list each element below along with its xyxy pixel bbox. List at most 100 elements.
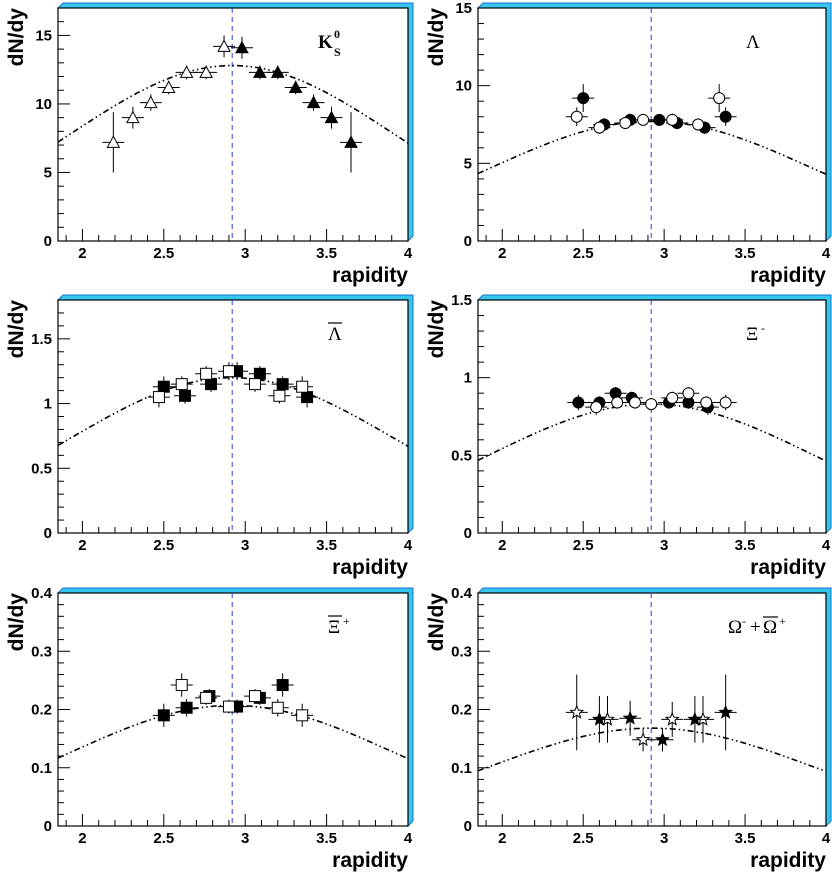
x-tick-label: 2.5 (153, 245, 174, 262)
y-axis-title: dN/dy (425, 300, 448, 359)
data-point (687, 118, 710, 131)
y-tick-label: 0.2 (31, 702, 52, 719)
data-point (651, 728, 674, 752)
series-circle-open (585, 386, 737, 415)
circle-marker (719, 396, 732, 409)
data-point (147, 386, 170, 408)
square-marker (296, 380, 309, 393)
y-tick-label: 0.5 (451, 447, 472, 464)
triangle-marker (324, 110, 339, 124)
star-marker (654, 731, 670, 747)
particle-label: Ξ- (746, 321, 765, 345)
particle-superscript: - (761, 321, 765, 335)
plot-frame (477, 592, 827, 827)
data-point (271, 673, 294, 697)
series-square-open (170, 673, 314, 727)
x-tick-label: 2 (78, 830, 86, 847)
data-point (632, 728, 655, 752)
particle-symbol-2: Ω (763, 617, 777, 638)
circle-marker (637, 113, 650, 126)
data-point (565, 674, 588, 751)
data-point (243, 689, 266, 704)
triangle-marker (143, 95, 158, 109)
square-marker (205, 378, 218, 391)
series-star-filled (588, 674, 737, 752)
y-tick-label: 0 (464, 818, 472, 835)
series-circle-open (565, 84, 731, 134)
triangle-marker (344, 135, 358, 148)
data-point (266, 65, 289, 80)
circle-marker (572, 396, 585, 409)
y-tick-label: 0 (464, 233, 472, 250)
particle-symbol: Λ (328, 324, 342, 345)
data-point (572, 84, 595, 113)
star-marker (635, 731, 651, 747)
square-marker (178, 389, 191, 402)
x-tick-label: 2.5 (573, 537, 594, 554)
square-marker (157, 709, 170, 722)
x-tick-label: 2 (498, 537, 506, 554)
data-point (243, 376, 266, 392)
particle-symbol: Ξ (328, 617, 340, 638)
data-point (170, 376, 193, 392)
y-axis-title: dN/dy (5, 300, 28, 359)
circle-marker (619, 116, 632, 129)
data-point (606, 396, 629, 409)
y-tick-label: 1 (44, 396, 52, 413)
x-tick-label: 3 (660, 830, 668, 847)
particle-label: Ω - + Ω + (728, 614, 786, 638)
star-marker (687, 711, 703, 726)
x-tick-label: 2.5 (573, 245, 594, 262)
square-marker (248, 690, 261, 703)
particle-symbol: Ξ (746, 324, 758, 345)
data-point (340, 112, 363, 173)
series-square-open (147, 362, 314, 408)
x-tick-label: 4 (404, 830, 413, 847)
circle-marker (611, 396, 624, 409)
data-point (677, 386, 700, 400)
y-tick-label: 15 (35, 27, 52, 44)
x-axis-title: rapidity (332, 849, 408, 872)
data-point (619, 700, 642, 736)
square-marker (253, 367, 266, 380)
x-axis-title: rapidity (750, 849, 826, 872)
triangle-marker (106, 135, 121, 148)
y-tick-label: 10 (35, 96, 52, 113)
square-marker (248, 378, 261, 391)
data-point (588, 696, 611, 743)
data-point (708, 84, 731, 113)
circle-marker (700, 396, 713, 409)
data-point (614, 116, 637, 130)
fit-curve (477, 727, 827, 773)
data-point (175, 699, 198, 717)
square-marker (271, 701, 284, 714)
y-tick-label: 1.5 (31, 331, 52, 348)
data-point (714, 674, 737, 751)
y-tick-label: 0.3 (31, 643, 52, 660)
data-point (121, 106, 144, 129)
star-marker (591, 711, 607, 726)
data-point (291, 703, 314, 727)
particle-symbol: K (318, 32, 333, 53)
particle-symbol: Ω (728, 617, 742, 638)
plot-frame (477, 7, 827, 242)
data-point (695, 396, 718, 409)
y-tick-label: 15 (455, 0, 472, 17)
triangle-marker (270, 65, 285, 78)
square-marker (296, 709, 309, 722)
x-tick-label: 2.5 (153, 537, 174, 554)
square-marker (276, 378, 289, 391)
circle-marker (577, 92, 590, 105)
y-tick-label: 0.4 (451, 585, 473, 602)
data-point (157, 80, 180, 95)
data-point (320, 106, 343, 129)
triangle-marker (161, 80, 176, 93)
square-marker (180, 701, 193, 714)
y-tick-label: 5 (44, 164, 52, 181)
circle-marker (666, 391, 679, 404)
star-marker (718, 704, 734, 719)
data-point (565, 107, 588, 127)
